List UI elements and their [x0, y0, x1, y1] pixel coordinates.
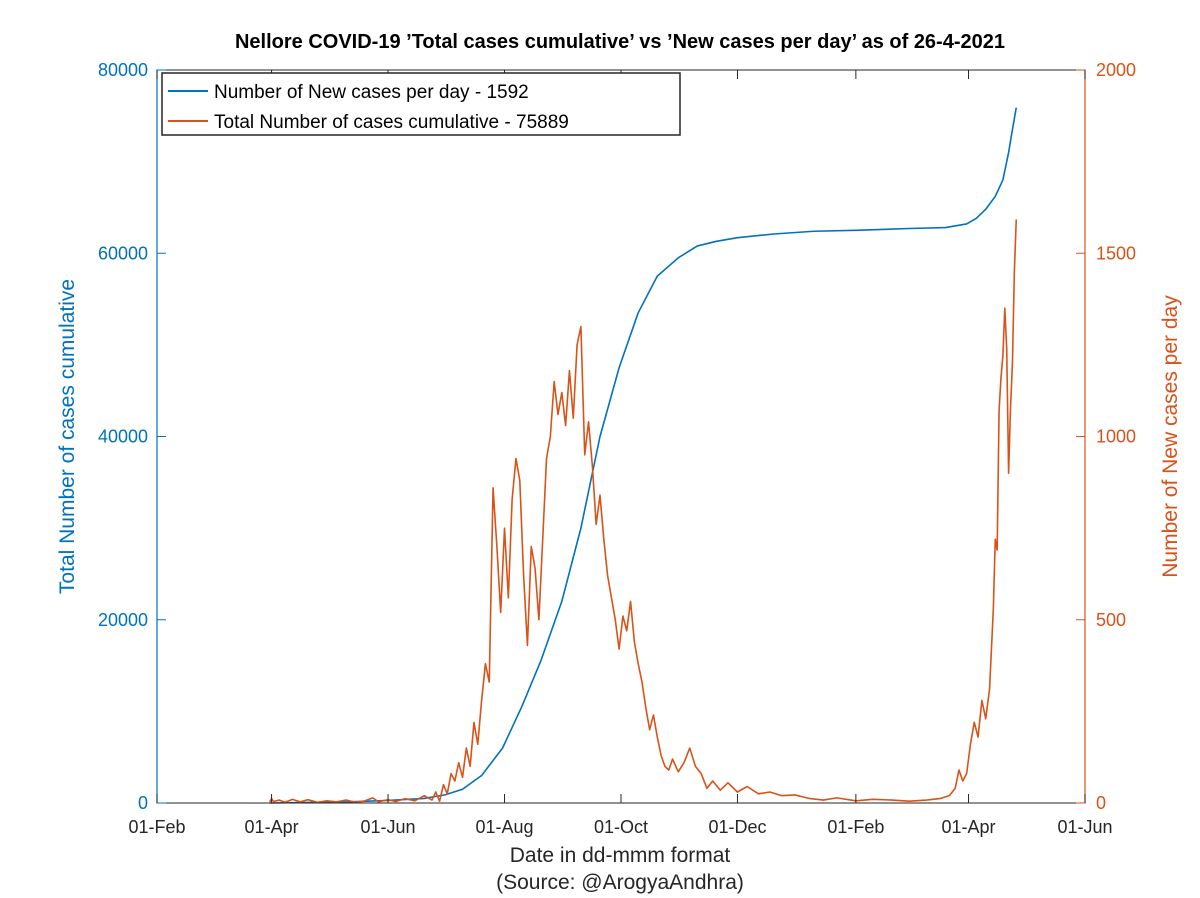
- legend-label-total-cases: Total Number of cases cumulative - 75889: [214, 112, 569, 133]
- x-tick-label: 01-Apr: [245, 817, 299, 837]
- y-right-tick-label: 1000: [1096, 427, 1136, 447]
- y-right-tick-label: 0: [1096, 793, 1106, 813]
- legend-box: [161, 72, 681, 136]
- x-tick-label: 01-Apr: [942, 817, 996, 837]
- right-axis: 0 500 1000 1500 2000: [1076, 60, 1136, 813]
- x-tick-label: 01-Aug: [475, 817, 533, 837]
- y-left-tick-label: 0: [138, 793, 148, 813]
- plot-area: 0 20000 40000 60000 80000 0 500 1000 1500 2000 0…: [98, 60, 1136, 837]
- x-tick-label: 01-Feb: [827, 817, 884, 837]
- y-axis-left-title: Total Number of cases cumulative: [56, 279, 79, 594]
- y-left-tick-label: 20000: [98, 610, 148, 630]
- x-tick-label: 01-Oct: [594, 817, 648, 837]
- y-right-tick-label: 2000: [1096, 60, 1136, 80]
- chart-title: Nellore COVID-19 ’Total cases cumulative…: [235, 31, 1005, 53]
- x-tick-label: 01-Jun: [361, 817, 416, 837]
- x-tick-label: 01-Feb: [128, 817, 185, 837]
- y-left-tick-label: 40000: [98, 427, 148, 447]
- x-tick-label: 01-Jun: [1057, 817, 1112, 837]
- y-right-tick-label: 500: [1096, 610, 1126, 630]
- y-left-tick-label: 60000: [98, 243, 148, 263]
- series-line-cumulative: [269, 107, 1018, 804]
- y-axis-right-title: Number of New cases per day: [1159, 295, 1182, 578]
- series-line-daily: [268, 219, 1018, 804]
- y-left-tick-label: 80000: [98, 60, 148, 80]
- series-layer: [268, 107, 1018, 804]
- x-tick-label: 01-Dec: [708, 817, 766, 837]
- legend-label-new-cases: Number of New cases per day - 1592: [214, 82, 529, 103]
- source-note: (Source: @ArogyaAndhra): [496, 871, 744, 894]
- y-right-tick-label: 1500: [1096, 243, 1136, 263]
- left-axis: 0 20000 40000 60000 80000: [98, 60, 166, 813]
- x-axis: 01-Feb 01-Apr 01-Jun 01-Aug 01-Oct 01-Dec 01-F…: [128, 70, 1113, 837]
- legend: Number of New cases per day - 1592 Total…: [161, 72, 681, 136]
- x-axis-title: Date in dd-mmm format: [510, 844, 731, 867]
